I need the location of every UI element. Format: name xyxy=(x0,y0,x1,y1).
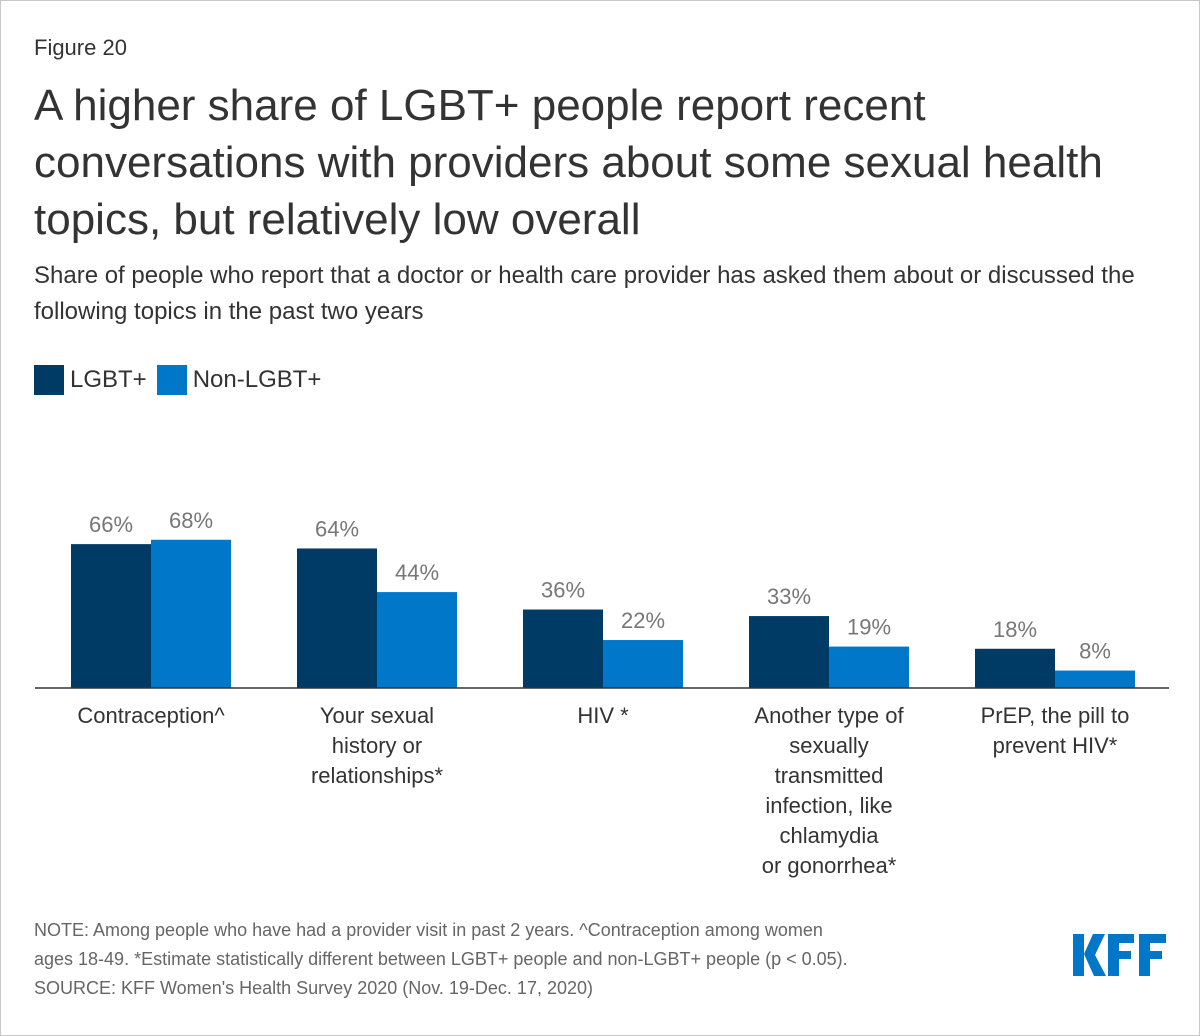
bar-non-lgbt xyxy=(151,539,231,688)
legend: LGBT+ Non-LGBT+ xyxy=(34,365,331,395)
data-label: 64% xyxy=(315,516,359,541)
bar-lgbt xyxy=(749,616,829,688)
category-label: infection, like xyxy=(765,793,892,818)
category-label: chlamydia xyxy=(779,823,879,848)
category-label: Your sexual xyxy=(320,703,434,728)
legend-label-non-lgbt: Non-LGBT+ xyxy=(192,366,322,393)
category-label: prevent HIV* xyxy=(993,733,1118,758)
data-label: 22% xyxy=(621,608,665,633)
data-label: 44% xyxy=(395,560,439,585)
kff-logo xyxy=(1073,934,1166,976)
category-label: transmitted xyxy=(775,763,884,788)
legend-item-lgbt: LGBT+ xyxy=(34,365,147,395)
category-label: relationships* xyxy=(311,763,444,788)
bar-non-lgbt xyxy=(1055,670,1135,688)
bar-non-lgbt xyxy=(829,646,909,688)
bar-chart: 66% 68% Contraception^ 64% 44% Your sexual his… xyxy=(35,508,1169,878)
bar-non-lgbt xyxy=(603,640,683,688)
category-label: sexually xyxy=(789,733,868,758)
data-label: 8% xyxy=(1079,639,1111,664)
bar-lgbt xyxy=(71,544,151,688)
figure-label: Figure 20 xyxy=(34,35,127,60)
category-label: or gonorrhea* xyxy=(762,853,897,878)
chart-subtitle: Share of people who report that a doctor… xyxy=(34,262,1135,325)
note-line: ages 18-49. *Estimate statistically diff… xyxy=(34,949,848,969)
category-label: Another type of xyxy=(754,703,904,728)
legend-item-non-lgbt: Non-LGBT+ xyxy=(156,365,322,395)
note-line: NOTE: Among people who have had a provid… xyxy=(34,920,823,940)
category-label: PrEP, the pill to xyxy=(981,703,1130,728)
bar-non-lgbt xyxy=(377,592,457,688)
bar-lgbt xyxy=(297,548,377,688)
data-label: 66% xyxy=(89,512,133,537)
data-label: 18% xyxy=(993,617,1037,642)
chart-title: A higher share of LGBT+ people report re… xyxy=(34,81,1103,244)
category-label: Contraception^ xyxy=(77,703,225,728)
category-label: history or xyxy=(332,733,422,758)
category-label: HIV * xyxy=(577,703,629,728)
data-label: 36% xyxy=(541,578,585,603)
bar-lgbt xyxy=(975,648,1055,688)
data-label: 68% xyxy=(169,508,213,533)
data-label: 19% xyxy=(847,615,891,640)
bar-lgbt xyxy=(523,609,603,688)
notes: NOTE: Among people who have had a provid… xyxy=(34,916,1054,1003)
legend-swatch-non-lgbt xyxy=(156,365,187,395)
legend-label-lgbt: LGBT+ xyxy=(70,366,147,393)
source-line: SOURCE: KFF Women's Health Survey 2020 (… xyxy=(34,978,593,998)
data-label: 33% xyxy=(767,584,811,609)
legend-swatch-lgbt xyxy=(34,365,64,395)
